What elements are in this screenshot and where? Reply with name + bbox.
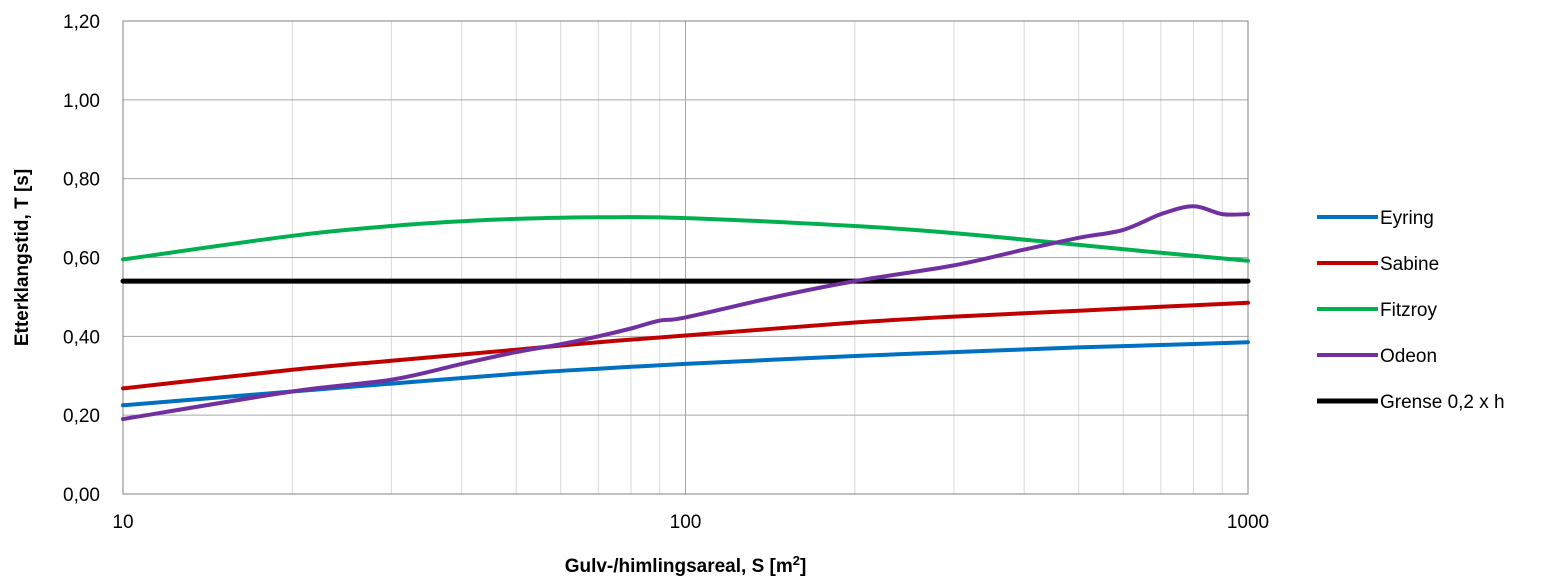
legend-item-odeon: Odeon <box>1317 346 1437 367</box>
x-axis-ticks: 10 100 1000 <box>112 512 1269 533</box>
y-axis-ticks: 0,00 0,20 0,40 0,60 0,80 1,00 1,20 <box>63 12 100 506</box>
legend-item-sabine: Sabine <box>1317 254 1439 275</box>
series-line-sabine <box>121 300 1250 391</box>
series-lines <box>120 204 1251 422</box>
legend: Eyring Sabine Fitzroy Odeon Grense 0,2 x h <box>1317 208 1505 413</box>
legend-label: Sabine <box>1380 254 1439 275</box>
legend-label: Fitzroy <box>1380 300 1438 321</box>
y-tick-label: 0,60 <box>63 249 100 270</box>
major-gridlines <box>122 20 1249 495</box>
legend-label: Odeon <box>1380 346 1437 367</box>
x-tick-label: 1000 <box>1227 512 1269 533</box>
series-line-odeon <box>121 204 1250 422</box>
y-tick-label: 0,40 <box>63 327 100 348</box>
y-tick-label: 0,20 <box>63 406 100 427</box>
series-line-eyring <box>121 340 1250 408</box>
legend-item-grense-0-2-x-h: Grense 0,2 x h <box>1317 392 1505 413</box>
series-line-fitzroy <box>121 215 1250 263</box>
y-tick-label: 0,00 <box>63 485 100 506</box>
x-axis-title: Gulv-/himlingsareal, S [m2] <box>565 553 807 578</box>
y-tick-label: 0,80 <box>63 170 100 191</box>
legend-item-fitzroy: Fitzroy <box>1317 300 1438 321</box>
y-axis-title: Etterklangstid, T [s] <box>12 169 33 346</box>
y-tick-label: 1,20 <box>63 12 100 33</box>
legend-label: Eyring <box>1380 208 1434 229</box>
legend-label: Grense 0,2 x h <box>1380 392 1505 413</box>
legend-item-eyring: Eyring <box>1317 208 1434 229</box>
x-tick-label: 10 <box>112 512 133 533</box>
x-tick-label: 100 <box>670 512 702 533</box>
y-tick-label: 1,00 <box>63 91 100 112</box>
